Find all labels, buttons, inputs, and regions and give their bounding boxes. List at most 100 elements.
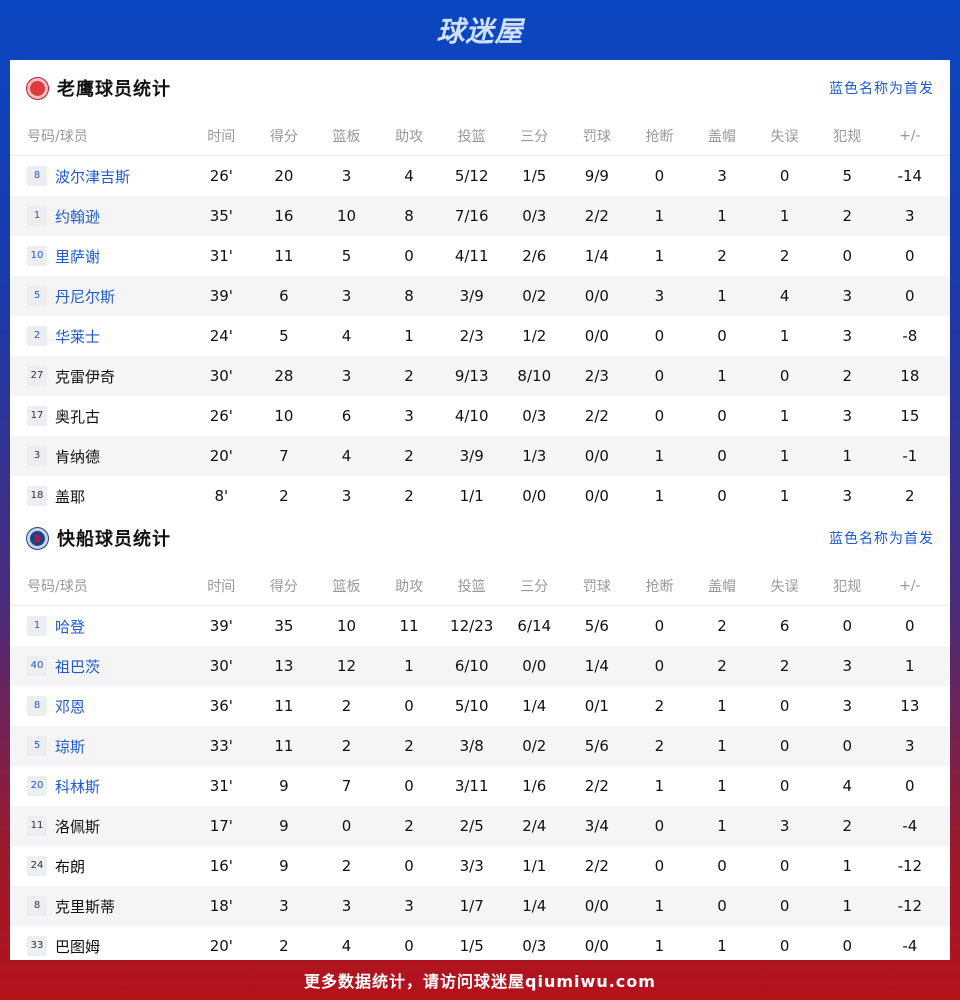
stat-cell: 2	[279, 487, 289, 505]
stat-cell: 4	[341, 937, 352, 955]
player-name[interactable]: 巴图姆	[55, 937, 101, 956]
stat-cell: 2	[717, 247, 727, 265]
stat-cell: 2	[779, 247, 790, 265]
stat-cell: 5	[279, 327, 289, 345]
player-name[interactable]: 奥孔古	[55, 407, 101, 426]
stat-cell: 0	[654, 167, 665, 185]
player-name[interactable]: 约翰逊	[55, 207, 101, 226]
player-name[interactable]: 哈登	[55, 617, 86, 636]
stat-cell: 1	[654, 447, 665, 465]
stat-cell: 1	[654, 937, 665, 955]
stat-cell: 13	[900, 697, 920, 715]
player-row[interactable]: 8 邓恩 36' 11 2 0 5/10 1/4 0/1 2 1 0 3 13	[10, 686, 950, 726]
stat-cell: 9/13	[454, 367, 489, 385]
stat-cell: 2	[654, 737, 665, 755]
stat-cell: 2	[341, 857, 352, 875]
stat-cell: 1	[654, 777, 665, 795]
player-row[interactable]: 1 哈登 39' 35 10 11 12/23 6/14 5/6 0 2 6 0 0	[10, 606, 950, 646]
stat-cell: 31'	[209, 777, 233, 795]
stat-cell: 0	[654, 617, 665, 635]
stat-cell: 3/9	[459, 287, 484, 305]
stat-cell: 0	[905, 247, 915, 265]
stat-cell: 0	[779, 697, 790, 715]
player-row[interactable]: 24 布朗 16' 9 2 0 3/3 1/1 2/2 0 0 0 1 -12	[10, 846, 950, 886]
player-row[interactable]: 17 奥孔古 26' 10 6 3 4/10 0/3 2/2 0 0 1 3 15	[10, 396, 950, 436]
jersey-number: 33	[27, 936, 47, 956]
jersey-number: 20	[27, 776, 47, 796]
stat-cell: 30'	[209, 657, 233, 675]
player-row[interactable]: 40 祖巴茨 30' 13 12 1 6/10 0/0 1/4 0 2 2 3 1	[10, 646, 950, 686]
player-row[interactable]: 2 华莱士 24' 5 4 1 2/3 1/2 0/0 0 0 1 3 -8	[10, 316, 950, 356]
stat-cell: 0	[717, 487, 727, 505]
stat-cell: 3	[842, 657, 852, 675]
stat-cell: 16	[274, 207, 294, 225]
stat-cell: 0	[905, 287, 915, 305]
player-row[interactable]: 20 科林斯 31' 9 7 0 3/11 1/6 2/2 1 1 0 4 0	[10, 766, 950, 806]
player-row[interactable]: 27 克雷伊奇 30' 28 3 2 9/13 8/10 2/3 0 1 0 2 18	[10, 356, 950, 396]
jersey-number: 40	[27, 656, 47, 676]
stat-cell: 0/3	[522, 207, 547, 225]
stat-cell: 7	[341, 777, 352, 795]
brand-logo: 球迷屋	[436, 15, 524, 48]
player-name[interactable]: 肯纳德	[55, 447, 101, 466]
player-row[interactable]: 5 琼斯 33' 11 2 2 3/8 0/2 5/6 2 1 0 0 3	[10, 726, 950, 766]
stat-cell: 3	[905, 737, 915, 755]
player-row[interactable]: 3 肯纳德 20' 7 4 2 3/9 1/3 0/0 1 0 1 1 -1	[10, 436, 950, 476]
stat-cell: 0	[404, 247, 414, 265]
stat-cell: 2/5	[459, 817, 484, 835]
player-row[interactable]: 33 巴图姆 20' 2 4 0 1/5 0/3 0/0 1 1 0 0 -4	[10, 926, 950, 966]
stat-cell: 1	[779, 407, 790, 425]
stat-cell: 3/9	[459, 447, 484, 465]
stat-cell: 12	[336, 657, 357, 675]
player-name[interactable]: 丹尼尔斯	[55, 287, 116, 306]
player-row[interactable]: 10 里萨谢 31' 11 5 0 4/11 2/6 1/4 1 2 2 0 0	[10, 236, 950, 276]
player-row[interactable]: 8 波尔津吉斯 26' 20 3 4 5/12 1/5 9/9 0 3 0 5 -14	[10, 156, 950, 196]
stat-cell: 0/3	[522, 407, 547, 425]
stat-cell: -4	[902, 817, 918, 835]
stat-cell: 0/2	[522, 287, 547, 305]
column-header: 时间	[207, 578, 236, 595]
stat-cell: 9/9	[584, 167, 609, 185]
player-row[interactable]: 1 约翰逊 35' 16 10 8 7/16 0/3 2/2 1 1 1 2 3	[10, 196, 950, 236]
player-name[interactable]: 波尔津吉斯	[55, 167, 131, 186]
stat-cell: 1	[717, 367, 727, 385]
stat-cell: 1	[717, 737, 727, 755]
player-name[interactable]: 克雷伊奇	[55, 367, 116, 386]
stat-cell: 0	[842, 737, 852, 755]
stat-cell: 20'	[209, 937, 233, 955]
player-name[interactable]: 里萨谢	[55, 247, 101, 266]
stat-cell: 8	[404, 207, 414, 225]
stat-cell: 0	[717, 407, 727, 425]
footer-banner[interactable]: 更多数据统计，请访问球迷屋qiumiwu.com	[304, 972, 656, 991]
player-name[interactable]: 克里斯蒂	[55, 897, 116, 916]
stat-cell: 6	[779, 617, 790, 635]
stat-cell: 0	[654, 657, 665, 675]
player-row[interactable]: 5 丹尼尔斯 39' 6 3 8 3/9 0/2 0/0 3 1 4 3 0	[10, 276, 950, 316]
player-name[interactable]: 邓恩	[55, 697, 86, 716]
stat-cell: 2/4	[522, 817, 547, 835]
player-row[interactable]: 8 克里斯蒂 18' 3 3 3 1/7 1/4 0/0 1 0 0 1 -12	[10, 886, 950, 926]
stat-cell: 0	[404, 697, 414, 715]
player-row[interactable]: 18 盖耶 8' 2 3 2 1/1 0/0 0/0 1 0 1 3 2	[10, 476, 950, 516]
stat-cell: 1/1	[522, 857, 547, 875]
stat-cell: 1	[404, 657, 414, 675]
header-bar: 球迷屋	[0, 0, 960, 60]
jersey-number: 1	[27, 206, 47, 226]
stat-cell: 1/5	[522, 167, 547, 185]
player-name[interactable]: 华莱士	[55, 327, 101, 346]
player-name[interactable]: 科林斯	[55, 777, 101, 796]
stat-cell: 1	[654, 247, 665, 265]
player-name[interactable]: 盖耶	[55, 487, 86, 506]
player-row[interactable]: 11 洛佩斯 17' 9 0 2 2/5 2/4 3/4 0 1 3 2 -4	[10, 806, 950, 846]
stat-cell: 16'	[209, 857, 233, 875]
stat-cell: 1	[654, 207, 665, 225]
stat-cell: 35'	[209, 207, 233, 225]
player-name[interactable]: 祖巴茨	[55, 657, 101, 676]
stat-cell: 4	[404, 167, 414, 185]
player-name[interactable]: 琼斯	[55, 737, 86, 756]
player-name[interactable]: 布朗	[55, 857, 86, 876]
player-name[interactable]: 洛佩斯	[55, 817, 101, 836]
stat-cell: 1/4	[584, 657, 609, 675]
jersey-number: 8	[27, 696, 47, 716]
stat-cell: 11	[274, 737, 294, 755]
